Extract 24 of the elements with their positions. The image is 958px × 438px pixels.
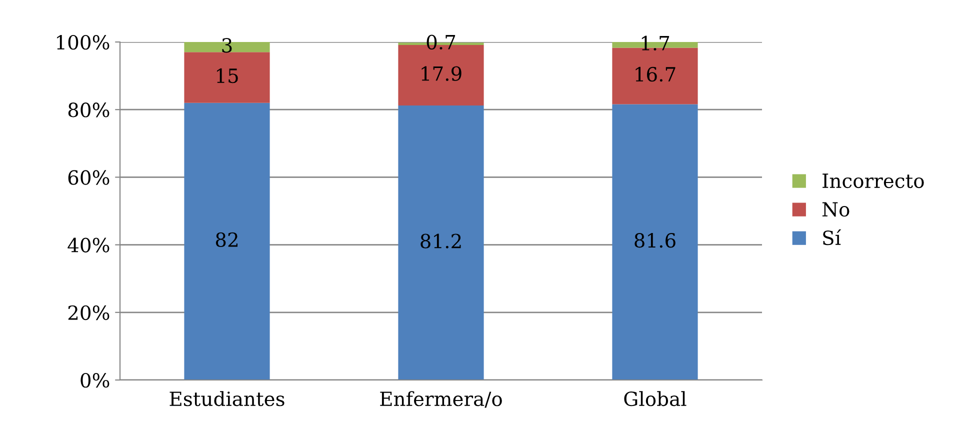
bar bbox=[184, 52, 270, 103]
y-tick-label: 80% bbox=[68, 102, 110, 118]
legend-label: Sí bbox=[823, 229, 842, 246]
y-tick-label: 0% bbox=[80, 372, 110, 388]
x-tick-label: Global bbox=[624, 391, 686, 406]
data-label: 81.2 bbox=[420, 234, 461, 248]
y-tick-label: 60% bbox=[68, 170, 110, 185]
y-tick-label: 100% bbox=[57, 34, 110, 50]
bar bbox=[612, 104, 698, 380]
data-label: 15 bbox=[217, 68, 238, 84]
y-tick-label: 20% bbox=[68, 305, 110, 320]
data-label: 16.7 bbox=[636, 66, 676, 82]
data-label: 17.9 bbox=[422, 66, 462, 81]
data-label: 0.7 bbox=[426, 34, 456, 50]
legend-label: No bbox=[822, 202, 850, 217]
x-tick-label: Enfermera/o bbox=[380, 391, 502, 408]
y-tick-label: 40% bbox=[68, 238, 110, 252]
x-tick-label: Estudiantes bbox=[170, 391, 284, 406]
legend-label: Incorrecto bbox=[822, 174, 924, 188]
data-label: 81.6 bbox=[634, 233, 676, 248]
bar bbox=[398, 106, 484, 380]
data-label: 3 bbox=[222, 38, 232, 53]
data-label: 82 bbox=[216, 232, 238, 248]
bar bbox=[184, 102, 270, 380]
